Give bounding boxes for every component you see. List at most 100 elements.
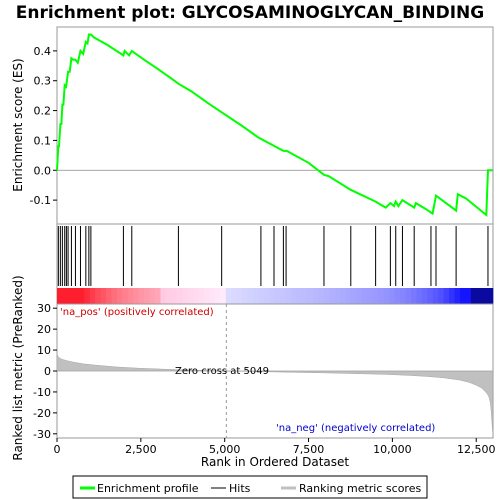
- legend-hits-label: Hits: [229, 482, 251, 495]
- heat-bar-cell: [155, 288, 162, 304]
- heat-bar-cell: [182, 288, 189, 304]
- heat-bar-cell: [280, 288, 287, 304]
- heat-bar-cell: [220, 288, 227, 304]
- heat-bar-cell: [427, 288, 434, 304]
- legend-frame: [72, 475, 428, 499]
- heat-bar-cell: [165, 288, 172, 304]
- heat-bar-cell: [329, 288, 336, 304]
- hits-panel: [56, 223, 494, 305]
- heat-bar-cell: [187, 288, 194, 304]
- es-y-tick-label: 0.2: [34, 105, 52, 118]
- heat-bar-cell: [236, 288, 243, 304]
- heat-bar-cell: [116, 288, 123, 304]
- heat-bar-cell: [176, 288, 183, 304]
- legend-enrichment-label: Enrichment profile: [97, 482, 199, 495]
- heat-bar-cell: [78, 288, 85, 304]
- chart-title: Enrichment plot: GLYCOSAMINOGLYCAN_BINDI…: [16, 3, 484, 23]
- heat-bar-cell: [454, 288, 461, 304]
- metric-y-axis-label: Ranked list metric (PreRanked): [11, 275, 25, 460]
- heat-bar-cell: [67, 288, 74, 304]
- hit-markers: [57, 226, 489, 286]
- heat-bar-cell: [361, 288, 369, 304]
- heat-bar-cell: [138, 288, 145, 304]
- heat-bar-cell: [356, 288, 363, 304]
- heat-bar-cell: [449, 288, 456, 304]
- heat-bar-cell: [487, 288, 494, 304]
- heat-bar-cell: [263, 288, 270, 304]
- metric-y-tick-label: 0: [44, 365, 51, 378]
- es-y-axis-label: Enrichment score (ES): [11, 58, 25, 191]
- heat-bar-cell: [106, 288, 113, 304]
- metric-y-tick-label: -10: [33, 386, 51, 399]
- es-y-tick-label: 0.1: [34, 134, 52, 147]
- heat-bar-cell: [242, 288, 249, 304]
- heat-bar-cell: [269, 288, 276, 304]
- es-y-ticks: -0.1 0.0 0.1 0.2 0.3 0.4: [30, 45, 57, 207]
- heat-bar-cell: [443, 288, 450, 304]
- x-tick-label: 2,500: [125, 443, 157, 456]
- heat-bar-cell: [214, 288, 221, 304]
- heat-bar-cell: [312, 288, 320, 304]
- heat-bar-cell: [100, 288, 107, 304]
- heat-bar-cell: [410, 288, 418, 304]
- es-panel: -0.1 0.0 0.1 0.2 0.3 0.4 Enrichment score (ES…: [11, 26, 494, 225]
- heat-bar-cell: [372, 288, 379, 304]
- heat-bar-cell: [209, 288, 216, 304]
- heat-bar-cell: [476, 288, 483, 304]
- heat-bar-cell: [258, 288, 265, 304]
- neg-correlated-label: 'na_neg' (negatively correlated): [276, 423, 435, 434]
- enrichment-profile-line: [56, 33, 493, 218]
- heat-bar-cell: [133, 288, 140, 304]
- heat-bar-cell: [225, 288, 232, 304]
- x-tick-label: 0: [54, 443, 61, 456]
- heat-bar-cell: [318, 288, 325, 304]
- heat-bar-cell: [340, 288, 347, 304]
- metric-y-tick-label: -30: [33, 428, 51, 441]
- pos-correlated-label: 'na_pos' (positively correlated): [60, 307, 214, 318]
- heat-bar-cell: [367, 288, 374, 304]
- x-tick-label: 5,000: [209, 443, 241, 456]
- heat-bar-cell: [291, 288, 298, 304]
- x-tick-label: 7,500: [293, 443, 325, 456]
- heat-bar-cell: [204, 288, 211, 304]
- x-axis-label: Rank in Ordered Dataset: [201, 455, 349, 469]
- heat-bar-cell: [481, 288, 488, 304]
- heat-bar-cell: [351, 288, 358, 304]
- heat-bar-cell: [432, 288, 439, 304]
- heat-bar-cell: [416, 288, 423, 304]
- metric-y-tick-label: -20: [33, 407, 51, 420]
- ranking-metric-area: [56, 353, 493, 433]
- heat-bar-cell: [394, 288, 401, 304]
- heat-bar-cell: [296, 288, 303, 304]
- heat-bar-cell: [285, 288, 292, 304]
- heat-bar-cell: [247, 288, 254, 304]
- heat-bar-cell: [57, 288, 64, 304]
- heat-bar-cell: [111, 288, 118, 304]
- x-tick-label: 10,000: [373, 443, 412, 456]
- heat-bar-cell: [345, 288, 352, 304]
- heat-bar-cell: [127, 288, 134, 304]
- x-tick-label: 12,500: [457, 443, 496, 456]
- heat-bar-cell: [89, 288, 96, 304]
- heat-bar-cell: [144, 288, 151, 304]
- heat-bar-cell: [307, 288, 314, 304]
- es-y-tick-label: 0.0: [34, 164, 52, 177]
- es-y-tick-label: 0.4: [34, 45, 52, 58]
- heat-bar-cell: [274, 288, 281, 304]
- heat-bar-cell: [470, 288, 477, 304]
- heat-bar-cell: [389, 288, 396, 304]
- heat-bar-cell: [193, 288, 200, 304]
- heat-bar-cell: [323, 288, 330, 304]
- heat-bar-cell: [253, 288, 260, 304]
- metric-x-ticks: 0 2,500 5,000 7,500 10,000 12,500: [54, 438, 496, 456]
- heat-bar-cell: [198, 288, 205, 304]
- heat-bar-cell: [73, 288, 80, 304]
- heat-bar-cell: [334, 288, 341, 304]
- heat-bar-cell: [149, 288, 156, 304]
- heat-bar-cell: [383, 288, 390, 304]
- legend: Enrichment profile Hits Ranking metric s…: [72, 475, 428, 499]
- heat-bar-cell: [459, 288, 467, 304]
- heat-bar-cell: [421, 288, 428, 304]
- rank-heat-bar: [57, 288, 494, 304]
